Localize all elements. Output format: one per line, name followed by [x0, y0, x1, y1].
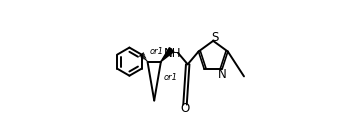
Polygon shape	[161, 48, 174, 62]
Text: NH: NH	[164, 47, 182, 60]
Text: O: O	[180, 102, 190, 115]
Text: or1: or1	[164, 73, 178, 82]
Text: or1: or1	[150, 47, 164, 56]
Text: S: S	[211, 31, 218, 44]
Text: N: N	[218, 68, 227, 81]
